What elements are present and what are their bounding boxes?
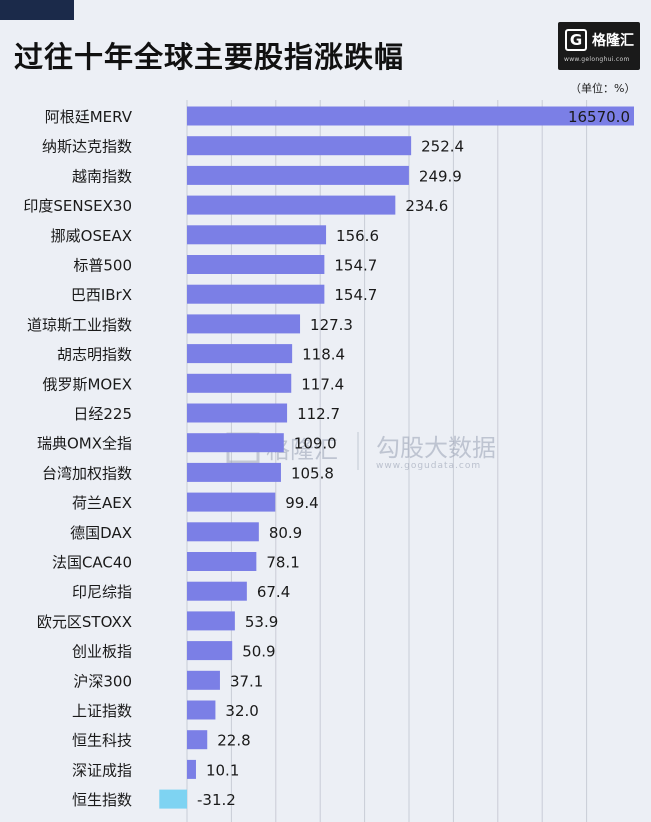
value-label: 22.8 bbox=[217, 732, 250, 750]
category-label: 阿根廷MERV bbox=[45, 108, 133, 126]
bar bbox=[187, 462, 281, 482]
value-label: 112.7 bbox=[297, 405, 340, 423]
bars bbox=[159, 106, 634, 809]
value-label: 16570.0 bbox=[568, 108, 630, 126]
bar bbox=[187, 611, 235, 631]
value-label: 10.1 bbox=[206, 761, 239, 779]
logo-url: www.gelonghui.com bbox=[564, 56, 630, 63]
category-label: 俄罗斯MOEX bbox=[42, 375, 132, 393]
bar bbox=[187, 255, 325, 274]
category-label: 深证成指 bbox=[72, 761, 132, 779]
value-label: 37.1 bbox=[230, 672, 263, 690]
bar bbox=[187, 641, 233, 661]
bar bbox=[187, 730, 208, 750]
value-label: 156.6 bbox=[336, 227, 379, 245]
bar bbox=[159, 789, 187, 809]
logo-g-icon: G bbox=[565, 29, 587, 51]
category-label: 胡志明指数 bbox=[57, 346, 132, 364]
bar bbox=[187, 759, 196, 779]
category-label: 沪深300 bbox=[73, 672, 132, 690]
value-label: 127.3 bbox=[310, 316, 353, 334]
category-label: 印尼综指 bbox=[72, 583, 132, 601]
category-label: 上证指数 bbox=[72, 702, 132, 720]
watermark-brand-right: 勾股大数据 bbox=[376, 434, 496, 462]
category-label: 印度SENSEX30 bbox=[23, 197, 132, 215]
bar bbox=[187, 700, 216, 720]
value-label: 249.9 bbox=[419, 167, 462, 185]
bar bbox=[187, 433, 284, 453]
bar bbox=[187, 581, 247, 601]
category-label: 越南指数 bbox=[72, 167, 132, 185]
value-label: 252.4 bbox=[421, 138, 464, 156]
unit-label: （单位：%） bbox=[570, 82, 636, 95]
value-label: 154.7 bbox=[334, 286, 377, 304]
value-label: 105.8 bbox=[291, 464, 334, 482]
category-label: 巴西IBrX bbox=[71, 286, 132, 304]
value-label: -31.2 bbox=[197, 791, 236, 809]
bar bbox=[187, 195, 396, 215]
value-label: 154.7 bbox=[334, 257, 377, 275]
bar bbox=[187, 670, 220, 690]
watermark-url: www.gogudata.com bbox=[376, 461, 481, 471]
bar bbox=[187, 136, 412, 156]
category-label: 台湾加权指数 bbox=[42, 464, 132, 482]
category-label: 道琼斯工业指数 bbox=[27, 316, 132, 334]
value-label: 118.4 bbox=[302, 346, 345, 364]
category-label: 纳斯达克指数 bbox=[42, 138, 132, 156]
category-label: 德国DAX bbox=[70, 524, 132, 542]
category-label: 日经225 bbox=[73, 405, 132, 423]
value-label: 80.9 bbox=[269, 524, 302, 542]
category-label: 法国CAC40 bbox=[52, 554, 132, 572]
category-label: 瑞典OMX全指 bbox=[37, 435, 132, 453]
category-label: 创业板指 bbox=[72, 643, 132, 661]
bar bbox=[187, 225, 327, 245]
bar bbox=[187, 314, 301, 334]
bar bbox=[187, 284, 325, 304]
labels: 阿根廷MERV 16570.0 纳斯达克指数 252.4 越南指数 249.9 印度SENS… bbox=[23, 108, 630, 809]
bar bbox=[187, 492, 276, 512]
gelonghui-logo: G 格隆汇 www.gelonghui.com bbox=[558, 22, 640, 70]
logo-name: 格隆汇 bbox=[592, 33, 634, 49]
bar bbox=[187, 522, 259, 542]
value-label: 78.1 bbox=[266, 554, 299, 572]
bar bbox=[187, 106, 634, 126]
category-label: 标普500 bbox=[73, 257, 132, 275]
bar bbox=[187, 165, 409, 185]
bar bbox=[187, 373, 292, 393]
category-label: 欧元区STOXX bbox=[37, 613, 132, 631]
top-corner-bar bbox=[0, 0, 74, 20]
bar bbox=[187, 403, 288, 423]
value-label: 50.9 bbox=[242, 643, 275, 661]
bar bbox=[187, 552, 257, 571]
value-label: 67.4 bbox=[257, 583, 290, 601]
category-label: 恒生指数 bbox=[72, 791, 132, 809]
value-label: 117.4 bbox=[301, 375, 344, 393]
value-label: 99.4 bbox=[285, 494, 318, 512]
category-label: 荷兰AEX bbox=[72, 494, 132, 512]
value-label: 53.9 bbox=[245, 613, 278, 631]
value-label: 109.0 bbox=[294, 435, 337, 453]
bar bbox=[187, 344, 293, 364]
value-label: 32.0 bbox=[225, 702, 258, 720]
chart-title: 过往十年全球主要股指涨跌幅 bbox=[14, 40, 405, 74]
category-label: 恒生科技 bbox=[72, 732, 132, 750]
category-label: 挪威OSEAX bbox=[51, 227, 132, 245]
value-label: 234.6 bbox=[405, 197, 448, 215]
grid-lines bbox=[186, 100, 588, 822]
